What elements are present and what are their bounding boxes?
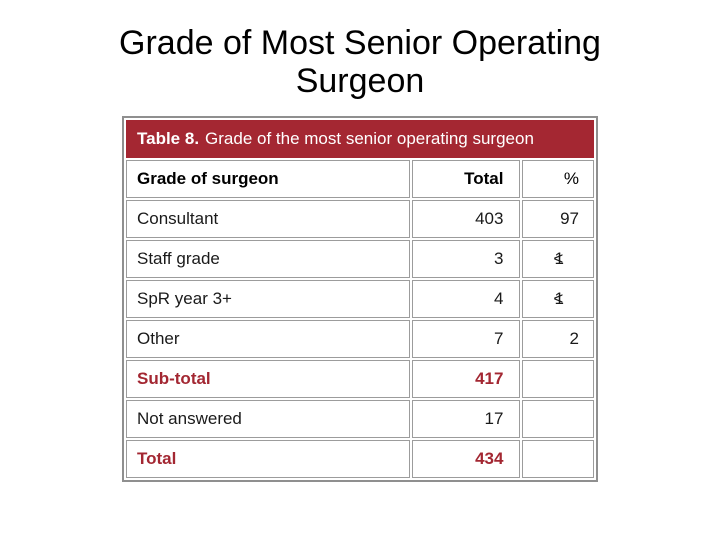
table-caption-number: Table 8. — [137, 128, 200, 148]
table-row-subtotal: Sub-total 417 — [126, 360, 594, 398]
table-row: Not answered 17 — [126, 400, 594, 438]
table-row: Consultant 403 97 — [126, 200, 594, 238]
table-row: SpR year 3+ 4 <1 — [126, 280, 594, 318]
grade-of-surgeon-table: Table 8. Grade of the most senior operati… — [122, 116, 598, 482]
row-percent: 97 — [522, 200, 594, 238]
table-header-row: Grade of surgeon Total % — [126, 160, 594, 198]
row-total: 3 — [412, 240, 521, 278]
row-percent: <1 — [522, 280, 594, 318]
row-percent — [522, 400, 594, 438]
table-row: Other 7 2 — [126, 320, 594, 358]
table-caption-text: Grade of the most senior operating surge… — [205, 128, 534, 148]
row-label: Staff grade — [126, 240, 411, 278]
row-percent — [522, 440, 594, 478]
row-label: Consultant — [126, 200, 411, 238]
column-header-grade: Grade of surgeon — [126, 160, 411, 198]
row-percent: 2 — [522, 320, 594, 358]
page-title: Grade of Most Senior Operating Surgeon — [119, 24, 601, 100]
column-header-percent: % — [522, 160, 594, 198]
row-total: 4 — [412, 280, 521, 318]
row-percent — [522, 360, 594, 398]
table-row-total: Total 434 — [126, 440, 594, 478]
table-caption: Table 8. Grade of the most senior operati… — [126, 120, 594, 158]
row-total: 7 — [412, 320, 521, 358]
row-total: 403 — [412, 200, 521, 238]
row-total: 434 — [412, 440, 521, 478]
row-label: Not answered — [126, 400, 411, 438]
row-label: Sub-total — [126, 360, 411, 398]
table-caption-row: Table 8. Grade of the most senior operati… — [126, 120, 594, 158]
row-total: 17 — [412, 400, 521, 438]
table-row: Staff grade 3 <1 — [126, 240, 594, 278]
row-label: Total — [126, 440, 411, 478]
column-header-total: Total — [412, 160, 521, 198]
row-label: Other — [126, 320, 411, 358]
row-percent: <1 — [522, 240, 594, 278]
table-container: Table 8. Grade of the most senior operati… — [122, 116, 598, 482]
row-label: SpR year 3+ — [126, 280, 411, 318]
row-total: 417 — [412, 360, 521, 398]
